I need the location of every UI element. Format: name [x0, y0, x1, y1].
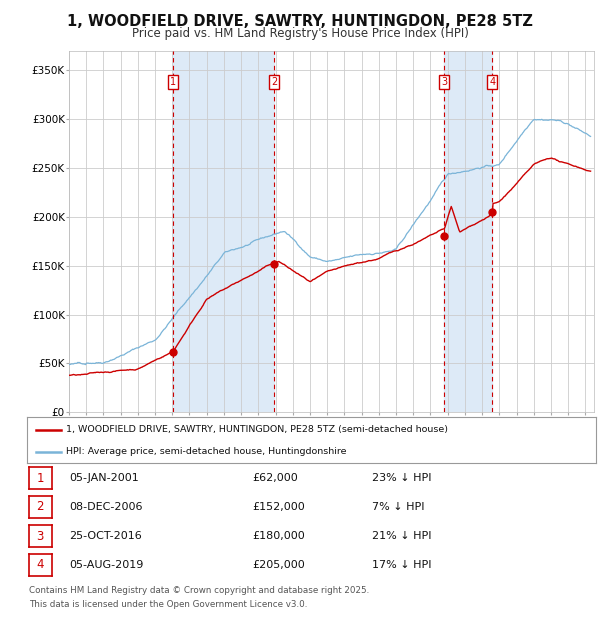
Text: Price paid vs. HM Land Registry's House Price Index (HPI): Price paid vs. HM Land Registry's House …: [131, 27, 469, 40]
Text: 4: 4: [489, 76, 496, 87]
Text: 1, WOODFIELD DRIVE, SAWTRY, HUNTINGDON, PE28 5TZ (semi-detached house): 1, WOODFIELD DRIVE, SAWTRY, HUNTINGDON, …: [65, 425, 448, 434]
Text: 1, WOODFIELD DRIVE, SAWTRY, HUNTINGDON, PE28 5TZ: 1, WOODFIELD DRIVE, SAWTRY, HUNTINGDON, …: [67, 14, 533, 29]
Text: £205,000: £205,000: [252, 560, 305, 570]
Text: 05-JAN-2001: 05-JAN-2001: [69, 473, 139, 483]
Text: 4: 4: [37, 559, 44, 572]
Text: 21% ↓ HPI: 21% ↓ HPI: [372, 531, 431, 541]
Text: HPI: Average price, semi-detached house, Huntingdonshire: HPI: Average price, semi-detached house,…: [65, 447, 346, 456]
Bar: [173, 51, 274, 412]
Text: 23% ↓ HPI: 23% ↓ HPI: [372, 473, 431, 483]
Text: 7% ↓ HPI: 7% ↓ HPI: [372, 502, 425, 512]
Text: 3: 3: [37, 529, 44, 542]
Text: 1: 1: [170, 76, 176, 87]
Bar: [445, 51, 492, 412]
Text: 05-AUG-2019: 05-AUG-2019: [69, 560, 143, 570]
Text: 2: 2: [37, 500, 44, 513]
Text: 2: 2: [271, 76, 277, 87]
Text: £62,000: £62,000: [252, 473, 298, 483]
Text: £152,000: £152,000: [252, 502, 305, 512]
Text: This data is licensed under the Open Government Licence v3.0.: This data is licensed under the Open Gov…: [29, 600, 307, 609]
Text: 08-DEC-2006: 08-DEC-2006: [69, 502, 143, 512]
Text: £180,000: £180,000: [252, 531, 305, 541]
Text: 3: 3: [442, 76, 448, 87]
Text: Contains HM Land Registry data © Crown copyright and database right 2025.: Contains HM Land Registry data © Crown c…: [29, 586, 369, 595]
Text: 25-OCT-2016: 25-OCT-2016: [69, 531, 142, 541]
Text: 17% ↓ HPI: 17% ↓ HPI: [372, 560, 431, 570]
Text: 1: 1: [37, 471, 44, 484]
